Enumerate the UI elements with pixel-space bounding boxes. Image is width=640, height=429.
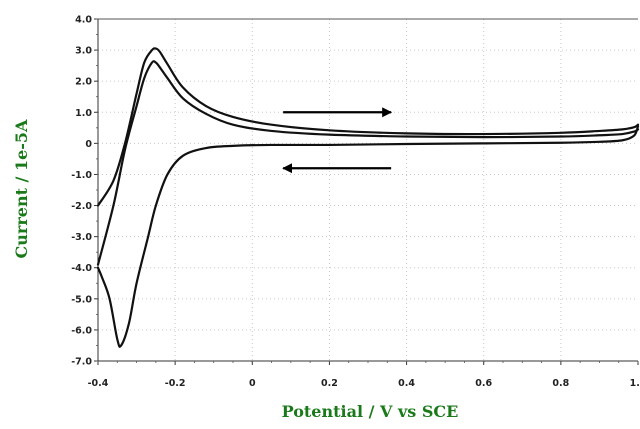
x-tick-label: 0	[249, 378, 256, 389]
x-tick-label: 0.4	[398, 378, 415, 389]
data-series	[96, 47, 640, 348]
x-axis-title: Potential / V vs SCE	[282, 402, 459, 421]
y-tick-label: -7.0	[71, 357, 92, 368]
y-tick-label: 2.0	[75, 77, 92, 88]
voltammogram-trace-3	[96, 125, 640, 348]
y-tick-label: -6.0	[71, 325, 92, 336]
x-tick-label: 0.8	[552, 378, 569, 389]
y-tick-label: -4.0	[71, 263, 92, 274]
y-axis-title: Current / 1e-5A	[12, 119, 31, 259]
x-tick-label: -0.2	[165, 378, 186, 389]
y-tick-label: 1.0	[75, 108, 92, 119]
scan-direction-arrows	[282, 107, 393, 174]
y-tick-label: -5.0	[71, 294, 92, 305]
ticks: -0.4 -0.2 0 0.2 0.4 0.6 0.8 1.0 4.0 3.0 2.0 1.0 0 -1.…	[71, 15, 640, 390]
y-tick-label: -3.0	[71, 232, 92, 243]
y-tick-label: -1.0	[71, 170, 92, 181]
x-tick-label: 1.0	[630, 378, 640, 389]
x-tick-label: -0.4	[88, 378, 109, 389]
y-tick-label: 3.0	[75, 46, 92, 57]
grid-lines	[98, 19, 638, 361]
x-tick-label: 0.2	[321, 378, 338, 389]
y-tick-label: -2.0	[71, 201, 92, 212]
y-tick-label: 0	[85, 139, 92, 150]
voltammogram-trace-2	[96, 60, 640, 266]
voltammogram-trace-1	[96, 47, 640, 207]
x-tick-label: 0.6	[475, 378, 492, 389]
y-tick-label: 4.0	[75, 15, 92, 26]
